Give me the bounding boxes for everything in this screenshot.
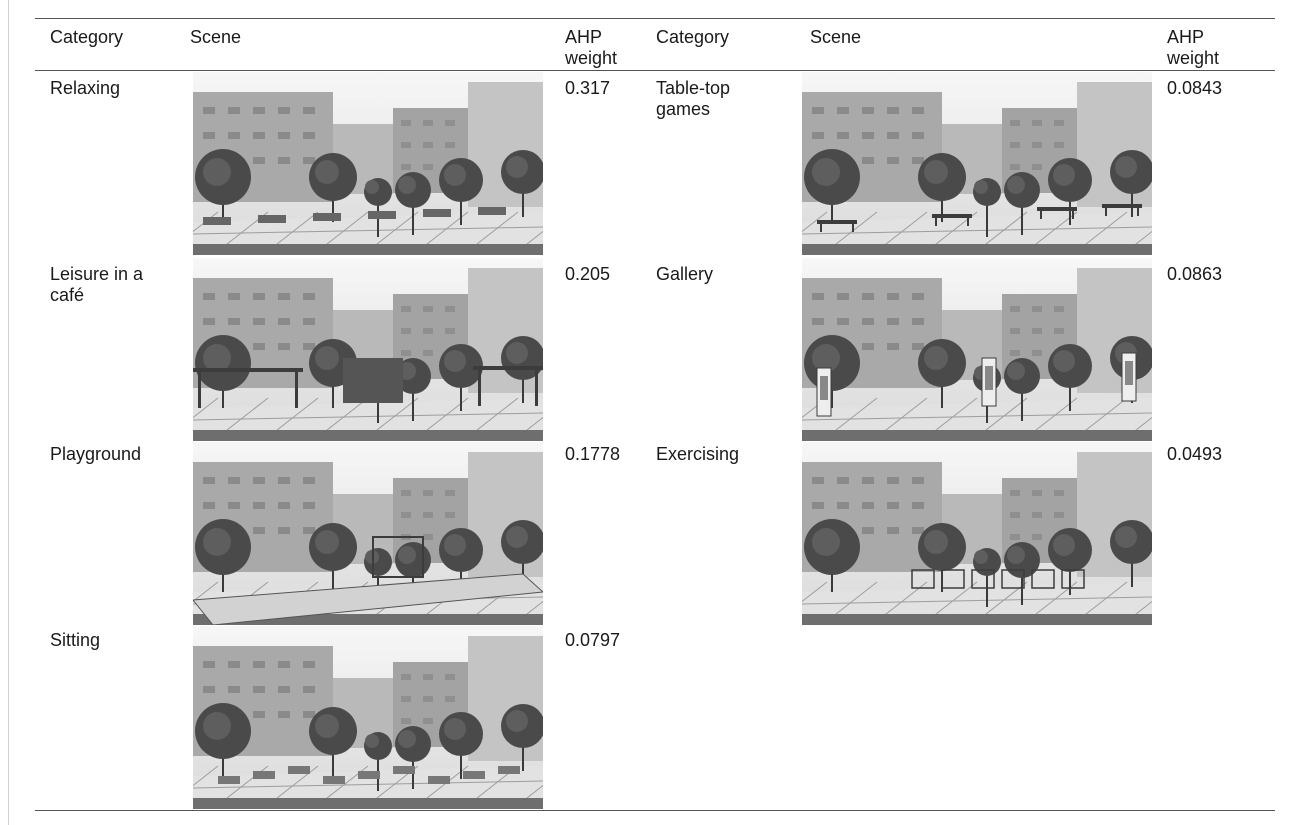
header-weight-left: AHP weight bbox=[565, 27, 618, 68]
weight-cell: 0.0493 bbox=[1167, 444, 1223, 464]
weight-cell: 0.0797 bbox=[565, 630, 621, 650]
category-cell: Gallery bbox=[656, 264, 714, 284]
category-cell: Table-top games bbox=[656, 78, 731, 119]
scene-image-playground bbox=[193, 442, 543, 625]
header-category-right: Category bbox=[656, 27, 730, 47]
weight-cell: 0.0843 bbox=[1167, 78, 1223, 98]
scene-image-relaxing bbox=[193, 72, 543, 255]
table-header-rule bbox=[35, 70, 1275, 71]
weight-cell: 0.1778 bbox=[565, 444, 621, 464]
category-cell: Sitting bbox=[50, 630, 101, 650]
scene-image-sitting bbox=[193, 626, 543, 809]
category-cell: Playground bbox=[50, 444, 142, 464]
scene-image-cafe bbox=[193, 258, 543, 441]
header-category-left: Category bbox=[50, 27, 124, 47]
category-cell: Relaxing bbox=[50, 78, 121, 98]
scene-image-gallery bbox=[802, 258, 1152, 441]
header-weight-right: AHP weight bbox=[1167, 27, 1220, 68]
weight-cell: 0.317 bbox=[565, 78, 611, 98]
table-top-rule bbox=[35, 18, 1275, 19]
page-border bbox=[8, 0, 9, 825]
weight-cell: 0.0863 bbox=[1167, 264, 1223, 284]
header-scene-right: Scene bbox=[810, 27, 862, 47]
category-cell: Leisure in a café bbox=[50, 264, 144, 305]
weight-cell: 0.205 bbox=[565, 264, 611, 284]
table-bottom-rule bbox=[35, 810, 1275, 811]
category-cell: Exercising bbox=[656, 444, 740, 464]
header-scene-left: Scene bbox=[190, 27, 242, 47]
scene-image-exercising bbox=[802, 442, 1152, 625]
scene-image-table-top-games bbox=[802, 72, 1152, 255]
